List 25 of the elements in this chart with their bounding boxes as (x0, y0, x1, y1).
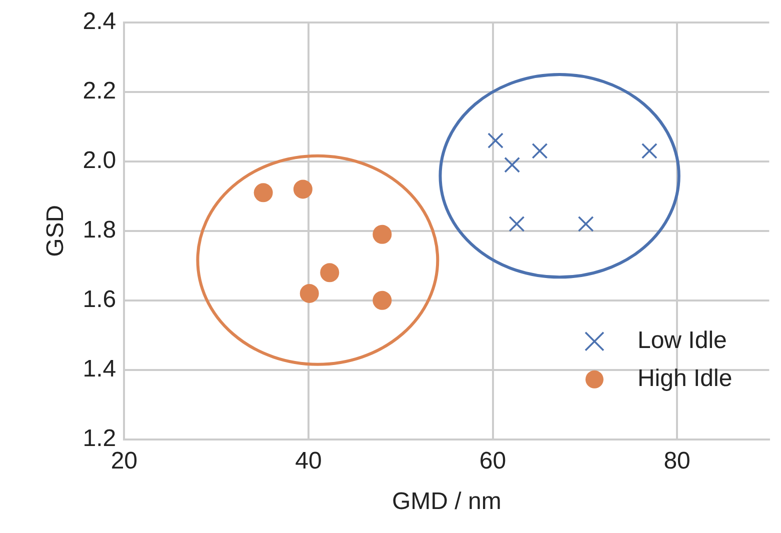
y-axis-title: GSD (42, 204, 70, 257)
y-tick-label: 1.8 (82, 216, 116, 244)
x-tick-label: 80 (664, 447, 690, 474)
point (254, 183, 273, 202)
point (504, 156, 520, 173)
point (372, 290, 392, 310)
point (532, 143, 548, 159)
point (578, 216, 594, 232)
y-tick-label: 1.4 (82, 356, 116, 383)
x-axis-title: GMD / nm (392, 488, 502, 516)
y-tick-label: 2.4 (82, 8, 116, 36)
point (508, 216, 525, 232)
legend-label: High Idle (637, 365, 732, 392)
x-tick-label: 60 (479, 447, 506, 474)
x-tick-label: 40 (295, 447, 322, 474)
y-tick-label: 2.2 (82, 78, 116, 105)
point (641, 143, 658, 159)
point (300, 284, 319, 303)
point (320, 263, 340, 282)
legend-label: Low Idle (637, 327, 727, 354)
y-tick-label: 1.6 (82, 286, 116, 314)
point (372, 224, 392, 244)
y-tick-label: 2.0 (82, 147, 116, 174)
point (293, 180, 312, 199)
point (488, 132, 504, 149)
